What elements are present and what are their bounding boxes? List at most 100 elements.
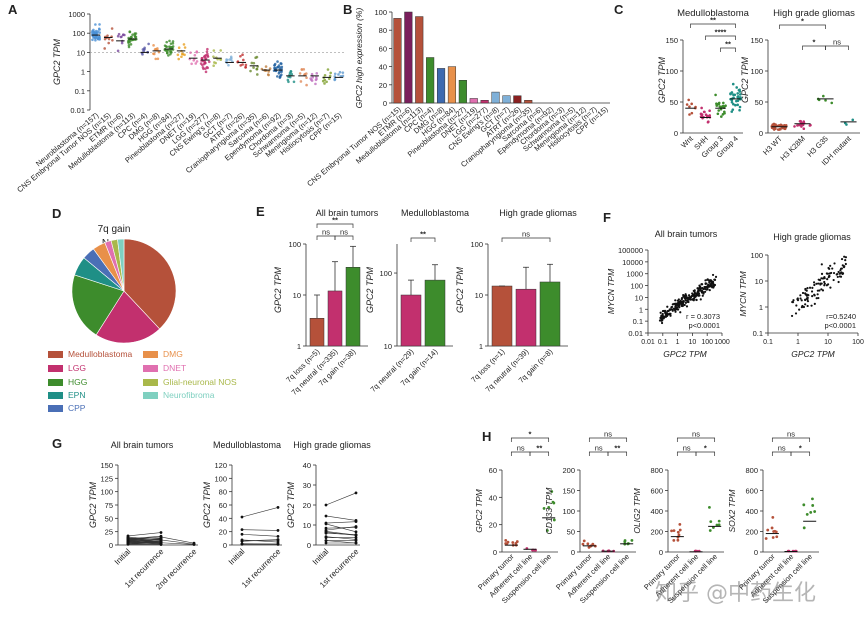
panelA-point: [252, 66, 255, 69]
panelC-bracket: [779, 24, 826, 29]
panelH-point: [630, 538, 634, 542]
panelE-ylabel: GPC2 TPM: [273, 266, 283, 313]
panelA-point: [201, 66, 205, 69]
panelH-point: [717, 519, 721, 523]
panelH-point: [771, 536, 775, 539]
panelA-point: [98, 35, 101, 39]
panelF-point: [698, 286, 701, 289]
panelF-point: [693, 289, 696, 292]
panelF-point: [795, 304, 798, 307]
panelD-legend-swatch: [48, 392, 63, 399]
panelH-point: [811, 497, 814, 501]
panelH-point: [809, 510, 813, 514]
panelG-y-tick-label: 60: [219, 501, 227, 510]
panelA-point: [171, 45, 175, 48]
panelF-point: [810, 304, 813, 307]
panelA-point: [276, 60, 279, 63]
panelC-point: [777, 124, 780, 127]
panelC-point: [802, 120, 806, 123]
panelA-point: [98, 23, 101, 26]
panelC-significance: ****: [715, 28, 727, 37]
panelH-bracket: [510, 437, 550, 442]
panelH-bracket: [529, 451, 550, 456]
panelA-point: [329, 71, 333, 75]
panelF-point: [708, 281, 711, 284]
panelG-point: [276, 506, 280, 509]
panelF-point: [706, 285, 709, 288]
panelG-point: [354, 525, 358, 529]
panel-letter-H: H: [482, 429, 491, 444]
panelF-point: [674, 310, 677, 313]
panelH-point: [813, 510, 817, 513]
panelA-point: [92, 35, 96, 38]
panelG-pair-line: [160, 539, 195, 545]
panelH-bracket: [607, 451, 628, 456]
panelA-point: [268, 67, 272, 70]
panelA-point: [212, 64, 215, 68]
panelF-point: [798, 308, 801, 311]
panelF-point: [819, 282, 822, 285]
panelC-ylabel-2: GPC2 TPM: [740, 56, 750, 103]
panelE-ylabel-2: GPC2 TPM: [365, 266, 375, 313]
panelA-point: [205, 50, 209, 53]
panel-letter-C: C: [614, 2, 624, 17]
panelG-point: [354, 539, 358, 543]
panelH-ylabel: SOX2 TPM: [727, 489, 737, 533]
panelA-point: [289, 70, 293, 73]
panelA-point: [205, 65, 209, 69]
panelA-y-tick-label: 1000: [68, 10, 85, 19]
panelC-bracket: [825, 45, 849, 50]
panelF-point: [705, 282, 708, 285]
panelA-point: [212, 55, 215, 58]
panelF-point: [706, 288, 709, 291]
panelF-point: [829, 286, 832, 289]
panelA-point: [204, 56, 207, 60]
panelF-y-tick-label: 0.1: [753, 329, 763, 338]
panelF-point: [711, 285, 714, 288]
panelF-point: [817, 296, 820, 300]
panelE-y-tick-label: 100: [470, 240, 483, 249]
panelC-point: [708, 109, 711, 112]
panelF-point: [693, 297, 696, 300]
panelF-point: [659, 316, 662, 320]
panelH-point: [811, 504, 815, 507]
panelA-point: [323, 82, 326, 85]
panelH-point: [515, 540, 519, 543]
panelC-y-tick-label: 50: [755, 98, 763, 107]
panelE-bar: [539, 281, 561, 347]
panelC-point: [707, 120, 710, 124]
panelA-point: [341, 74, 345, 78]
panelC-point: [720, 115, 723, 118]
panelA-point: [123, 33, 126, 37]
panelF-point: [695, 298, 698, 302]
panelF-subtitle: High grade gliomas: [773, 232, 851, 242]
panelH-y-tick-label: 400: [650, 507, 663, 516]
panelG-point: [276, 538, 280, 541]
panelF-point: [820, 272, 824, 275]
panelF-point: [666, 313, 670, 316]
panelC-point: [736, 95, 740, 99]
panelH-point: [715, 523, 719, 527]
panelE-bar: [491, 285, 513, 347]
panelD-legend-label: CPP: [68, 403, 86, 413]
panelH-y-tick-label: 600: [650, 487, 663, 496]
panelF-point: [799, 297, 802, 300]
panelH-bracket: [510, 451, 531, 456]
panelC-point: [721, 104, 725, 108]
panelA-point: [227, 63, 230, 67]
panelE-bracket: [316, 223, 354, 228]
panelG-pair-line: [241, 533, 279, 537]
panelF-y-tick-label: 100: [630, 282, 643, 291]
panelC-point: [738, 105, 742, 109]
panelH-y-tick-label: 60: [489, 466, 497, 475]
panelC-ylabel: GPC2 TPM: [657, 56, 667, 103]
panelA-point: [110, 27, 114, 30]
panelA-point: [103, 47, 106, 50]
panelF-point: [836, 275, 839, 279]
panelC-point: [801, 123, 805, 127]
panelG-pair-line: [325, 521, 357, 524]
panelF-point: [662, 317, 665, 320]
panelA-point: [203, 60, 206, 63]
panelG-y-tick-label: 80: [219, 488, 227, 497]
panelF-y-tick-label: 1000: [626, 270, 643, 279]
